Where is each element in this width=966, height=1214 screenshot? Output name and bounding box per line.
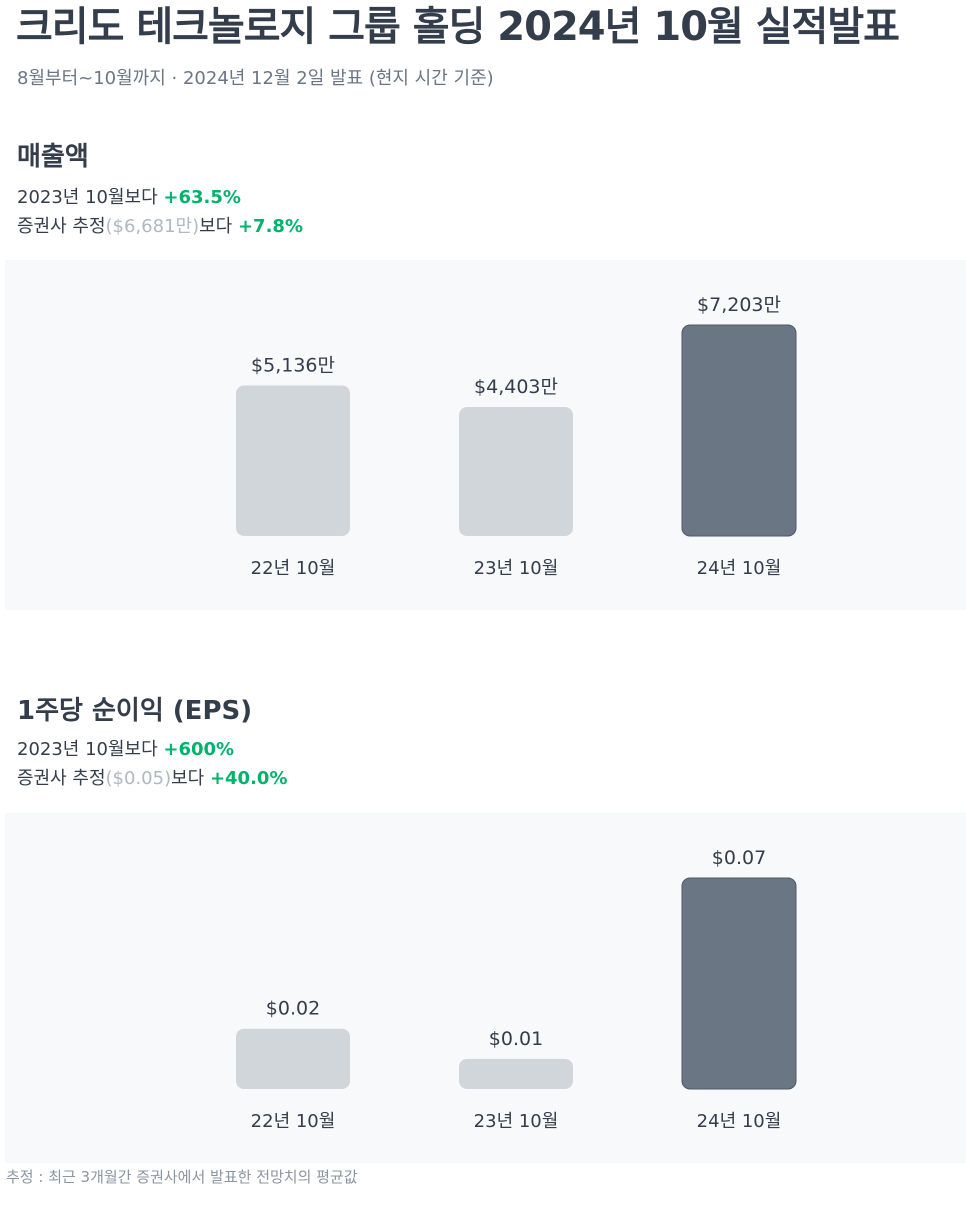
revenue-yoy-prefix: 2023년 10월보다 [17, 187, 164, 208]
category-label: 23년 10월 [474, 558, 559, 579]
eps-est-mid: 보다 [171, 768, 210, 789]
eps-estimate-line: 증권사 추정($0.05)보다 +40.0% [17, 766, 287, 792]
footnote: 추정 : 최근 3개월간 증권사에서 발표한 전망치의 평균값 [6, 1168, 358, 1186]
revenue-yoy-line: 2023년 10월보다 +63.5% [17, 185, 241, 211]
bar-value-label: $5,136만 [251, 355, 335, 377]
eps-chart-panel: $0.02 22년 10월 $0.01 23년 10월 $0.07 24년 10월 [5, 813, 966, 1163]
bar-value-label: $0.01 [489, 1028, 543, 1050]
page-subtitle: 8월부터~10월까지 · 2024년 12월 2일 발표 (현지 시간 기준) [17, 68, 494, 89]
bar-value-label: $7,203만 [697, 294, 781, 316]
category-label: 24년 10월 [697, 1111, 782, 1132]
eps-est-value: ($0.05) [105, 768, 172, 789]
revenue-est-value: ($6,681만) [105, 216, 200, 237]
bar-2 [681, 877, 797, 1090]
bar-value-label: $0.07 [712, 847, 766, 869]
revenue-est-change: +7.8% [237, 216, 303, 237]
revenue-est-prefix: 증권사 추정 [17, 216, 106, 237]
category-label: 24년 10월 [697, 558, 782, 579]
bar-value-label: $0.02 [266, 998, 320, 1020]
category-label: 23년 10월 [474, 1111, 559, 1132]
page-title: 크리도 테크놀로지 그룹 홀딩 2024년 10월 실적발표 [16, 4, 900, 50]
category-label: 22년 10월 [251, 1111, 336, 1132]
revenue-est-mid: 보다 [199, 216, 238, 237]
eps-est-prefix: 증권사 추정 [17, 768, 106, 789]
eps-bar-chart: $0.02 22년 10월 $0.01 23년 10월 $0.07 24년 10월 [236, 847, 797, 1132]
eps-yoy-line: 2023년 10월보다 +600% [17, 737, 234, 763]
bar-1 [459, 1058, 573, 1089]
bar-2 [681, 324, 797, 537]
revenue-chart-panel: $5,136만 22년 10월 $4,403만 23년 10월 $7,203만 24년 1… [5, 260, 966, 610]
eps-yoy-value: +600% [163, 739, 235, 760]
revenue-section-title: 매출액 [17, 142, 89, 172]
bar-value-label: $4,403만 [474, 376, 558, 398]
bar-1 [459, 407, 573, 536]
revenue-estimate-line: 증권사 추정($6,681만)보다 +7.8% [17, 214, 303, 240]
bar-0 [236, 385, 350, 536]
revenue-yoy-value: +63.5% [163, 187, 241, 208]
eps-section-title: 1주당 순이익 (EPS) [17, 696, 253, 726]
bar-0 [236, 1028, 350, 1089]
revenue-bar-chart: $5,136만 22년 10월 $4,403만 23년 10월 $7,203만 24년 1… [236, 294, 797, 579]
category-label: 22년 10월 [251, 558, 336, 579]
eps-est-change: +40.0% [209, 768, 288, 789]
eps-yoy-prefix: 2023년 10월보다 [17, 739, 164, 760]
